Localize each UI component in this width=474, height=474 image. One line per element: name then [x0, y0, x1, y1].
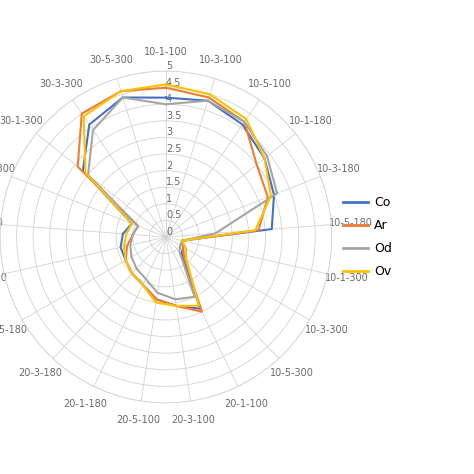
Legend: Co, Ar, Od, Ov: Co, Ar, Od, Ov — [338, 191, 397, 283]
